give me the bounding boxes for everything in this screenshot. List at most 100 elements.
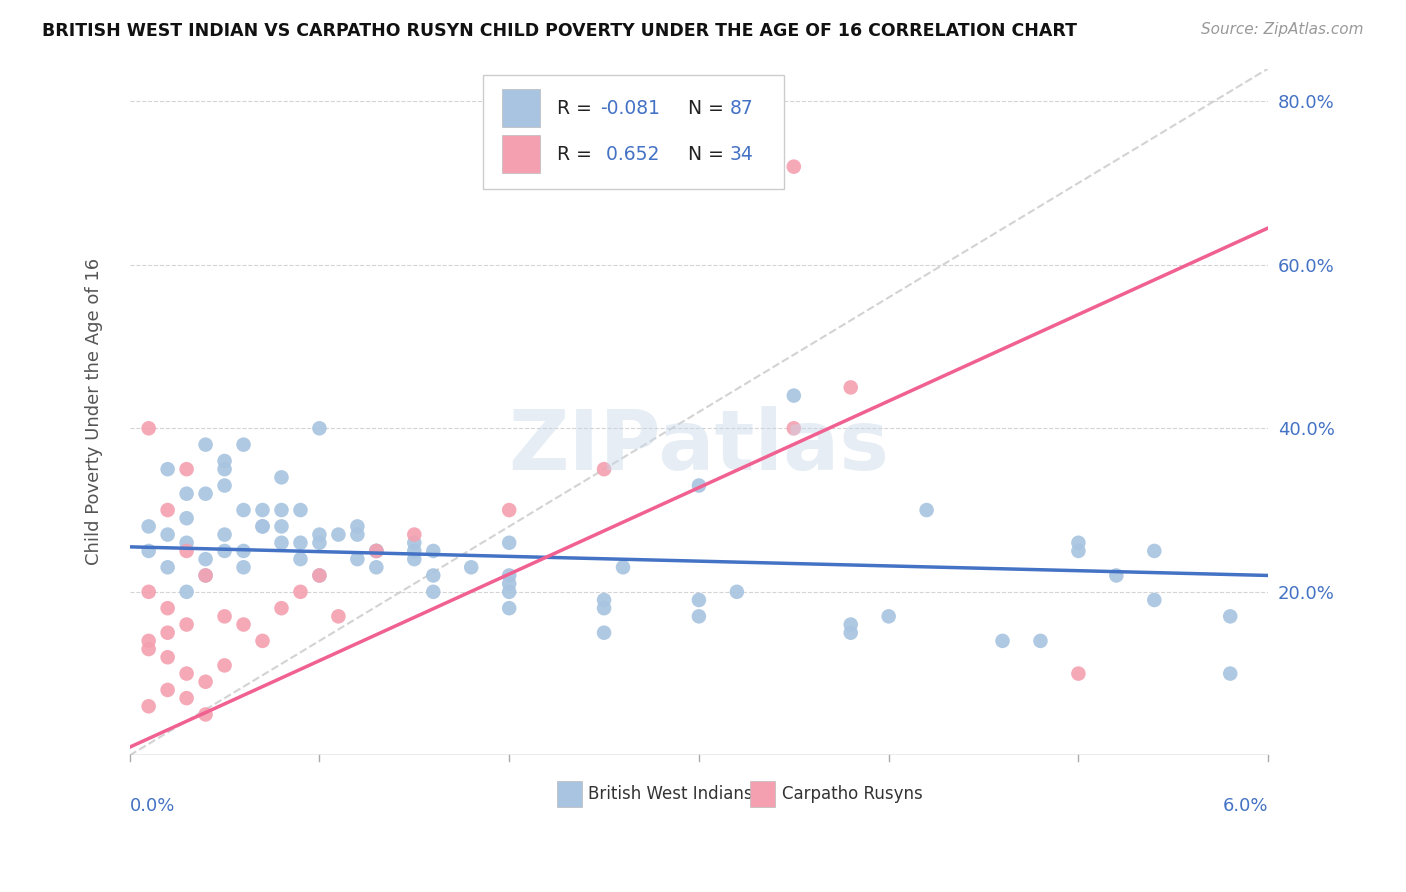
Text: British West Indians: British West Indians: [589, 785, 754, 803]
Point: [498, 576, 520, 591]
Point: [1105, 568, 1128, 582]
Point: [176, 535, 198, 549]
Point: [156, 682, 179, 697]
Point: [688, 609, 710, 624]
Point: [290, 503, 312, 517]
Point: [422, 544, 444, 558]
Point: [688, 478, 710, 492]
Point: [194, 568, 217, 582]
Point: [346, 552, 368, 566]
Point: [498, 568, 520, 582]
Point: [308, 527, 330, 541]
Point: [138, 544, 160, 558]
Point: [232, 437, 254, 451]
Point: [1029, 633, 1052, 648]
Point: [1143, 544, 1166, 558]
Point: [156, 601, 179, 615]
FancyBboxPatch shape: [482, 76, 785, 189]
Point: [839, 380, 862, 394]
Point: [232, 544, 254, 558]
Point: [593, 593, 616, 607]
Point: [783, 421, 806, 435]
Point: [422, 568, 444, 582]
Point: [176, 666, 198, 681]
Text: ZIPatlas: ZIPatlas: [509, 406, 890, 487]
Text: Source: ZipAtlas.com: Source: ZipAtlas.com: [1201, 22, 1364, 37]
Point: [252, 519, 274, 533]
Point: [156, 503, 179, 517]
Point: [1067, 544, 1090, 558]
Point: [725, 584, 748, 599]
Point: [194, 674, 217, 689]
Point: [308, 535, 330, 549]
Point: [498, 535, 520, 549]
Point: [214, 462, 236, 476]
Point: [991, 633, 1014, 648]
Point: [176, 462, 198, 476]
Point: [498, 503, 520, 517]
Text: 34: 34: [730, 145, 754, 164]
Text: Carpatho Rusyns: Carpatho Rusyns: [782, 785, 922, 803]
Point: [138, 421, 160, 435]
Point: [593, 625, 616, 640]
Point: [308, 568, 330, 582]
Point: [252, 503, 274, 517]
Point: [308, 421, 330, 435]
Point: [138, 699, 160, 714]
Text: BRITISH WEST INDIAN VS CARPATHO RUSYN CHILD POVERTY UNDER THE AGE OF 16 CORRELAT: BRITISH WEST INDIAN VS CARPATHO RUSYN CH…: [42, 22, 1077, 40]
Point: [270, 535, 292, 549]
Point: [214, 609, 236, 624]
Point: [138, 642, 160, 657]
Point: [1143, 593, 1166, 607]
Point: [232, 503, 254, 517]
Point: [156, 527, 179, 541]
Point: [688, 593, 710, 607]
Point: [422, 584, 444, 599]
Point: [156, 625, 179, 640]
Point: [214, 478, 236, 492]
Point: [214, 544, 236, 558]
Point: [138, 633, 160, 648]
Point: [252, 633, 274, 648]
Point: [783, 160, 806, 174]
Point: [270, 470, 292, 484]
Point: [498, 601, 520, 615]
Point: [404, 552, 426, 566]
Text: N =: N =: [676, 99, 730, 118]
Point: [214, 527, 236, 541]
Point: [214, 454, 236, 468]
FancyBboxPatch shape: [557, 780, 582, 807]
Point: [366, 560, 388, 574]
Point: [404, 544, 426, 558]
Point: [156, 560, 179, 574]
Point: [612, 560, 634, 574]
Point: [290, 552, 312, 566]
Point: [1067, 535, 1090, 549]
FancyBboxPatch shape: [502, 89, 540, 127]
Point: [290, 584, 312, 599]
Point: [1219, 609, 1241, 624]
Point: [176, 584, 198, 599]
Point: [156, 650, 179, 665]
Point: [176, 691, 198, 706]
Point: [194, 437, 217, 451]
Point: [232, 560, 254, 574]
Point: [877, 609, 900, 624]
Point: [783, 388, 806, 402]
Point: [1067, 666, 1090, 681]
FancyBboxPatch shape: [751, 780, 775, 807]
Point: [214, 658, 236, 673]
Point: [176, 511, 198, 525]
Point: [366, 544, 388, 558]
Point: [290, 535, 312, 549]
Point: [138, 584, 160, 599]
Point: [194, 568, 217, 582]
Point: [915, 503, 938, 517]
Point: [366, 544, 388, 558]
Point: [346, 527, 368, 541]
Point: [194, 486, 217, 500]
Point: [498, 584, 520, 599]
Point: [308, 568, 330, 582]
Point: [1219, 666, 1241, 681]
Point: [460, 560, 482, 574]
